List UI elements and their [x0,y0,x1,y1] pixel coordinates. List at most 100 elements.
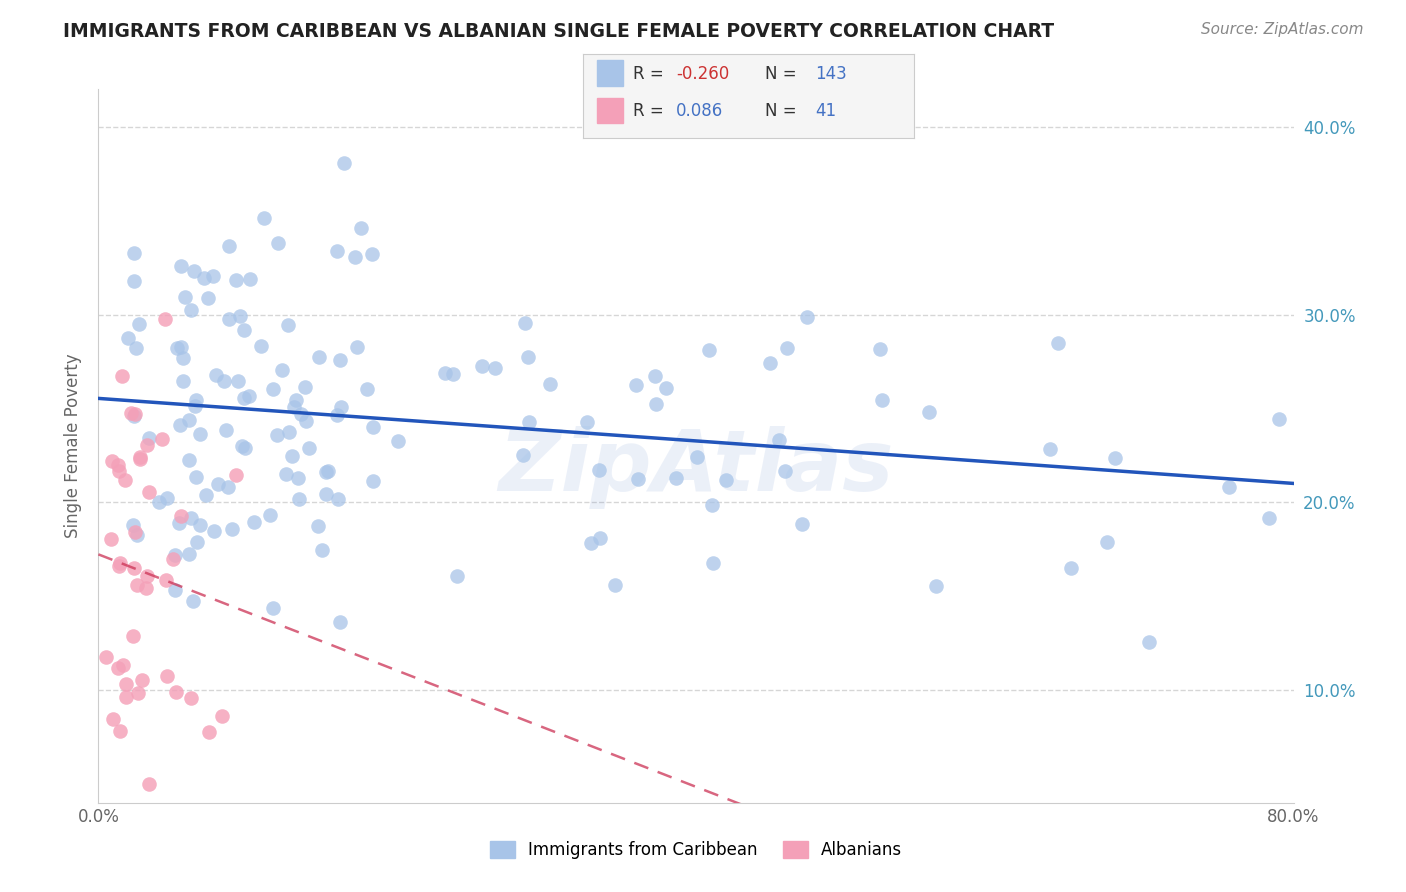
Point [188,427,211,442]
Point [96,650,118,665]
Point [179,453,201,467]
Point [287,471,309,485]
Point [267,235,290,250]
Point [1097,534,1119,549]
Point [221,522,243,536]
Point [186,535,208,549]
Point [217,480,239,494]
Point [790,517,813,532]
Point [262,382,284,396]
Point [207,476,229,491]
Point [759,356,782,370]
Text: R =: R = [633,65,664,83]
Point [184,393,207,408]
Point [278,425,301,439]
Point [387,434,409,448]
Point [1046,335,1069,350]
Point [163,549,186,563]
Point [193,271,215,285]
Point [446,569,468,583]
Point [665,471,688,485]
Point [180,691,202,706]
Point [1039,442,1062,456]
Point [197,291,219,305]
Bar [596,61,623,86]
Point [294,380,316,394]
Text: 0.086: 0.086 [676,103,723,120]
Legend: Immigrants from Caribbean, Albanians: Immigrants from Caribbean, Albanians [484,834,908,866]
Point [330,400,353,414]
Point [183,264,205,278]
Text: IMMIGRANTS FROM CARIBBEAN VS ALBANIAN SINGLE FEMALE POVERTY CORRELATION CHART: IMMIGRANTS FROM CARIBBEAN VS ALBANIAN SI… [63,22,1054,41]
Point [307,518,329,533]
Point [253,211,276,225]
Text: Source: ZipAtlas.com: Source: ZipAtlas.com [1201,22,1364,37]
Point [101,712,124,726]
Point [588,462,610,476]
Point [603,577,626,591]
Point [262,601,284,615]
Point [283,400,305,414]
Point [205,368,228,383]
Point [131,673,153,687]
Point [122,561,145,575]
Point [686,450,709,464]
Point [250,339,273,353]
Text: ZipAtlas: ZipAtlas [498,425,894,509]
Point [298,441,321,455]
Point [167,516,190,531]
Point [316,464,339,478]
Point [232,323,254,337]
Point [350,221,373,235]
Point [138,485,160,500]
Point [1104,451,1126,466]
Point [170,509,193,524]
Point [218,311,240,326]
Point [107,464,129,478]
Point [169,259,191,273]
Point [172,351,194,365]
Point [697,343,720,357]
Point [775,341,797,355]
Point [768,433,790,447]
Point [344,250,367,264]
Point [517,350,540,364]
Text: -0.260: -0.260 [676,65,730,83]
Point [773,465,796,479]
Point [627,472,650,486]
Point [239,271,262,285]
Bar [596,97,623,123]
Point [271,363,294,377]
Point [127,528,149,542]
Point [115,677,138,691]
Point [356,383,378,397]
Point [183,594,205,608]
Point [517,415,540,429]
Point [122,517,145,532]
Point [114,473,136,487]
Point [1267,412,1289,426]
Point [579,536,602,550]
Point [329,353,352,368]
Point [226,374,249,388]
Point [169,417,191,432]
Point [188,517,211,532]
Point [333,156,356,170]
Point [165,685,187,699]
Point [156,669,179,683]
Point [644,369,666,384]
Point [277,318,299,332]
Point [166,341,188,355]
Point [259,508,281,523]
Point [288,491,311,506]
Point [315,465,337,479]
Point [108,556,131,570]
Point [290,407,312,421]
Point [714,473,737,487]
Point [202,268,225,283]
Point [326,408,349,422]
Point [346,340,368,354]
Point [129,450,152,465]
Text: 143: 143 [815,65,846,83]
Point [108,724,131,739]
